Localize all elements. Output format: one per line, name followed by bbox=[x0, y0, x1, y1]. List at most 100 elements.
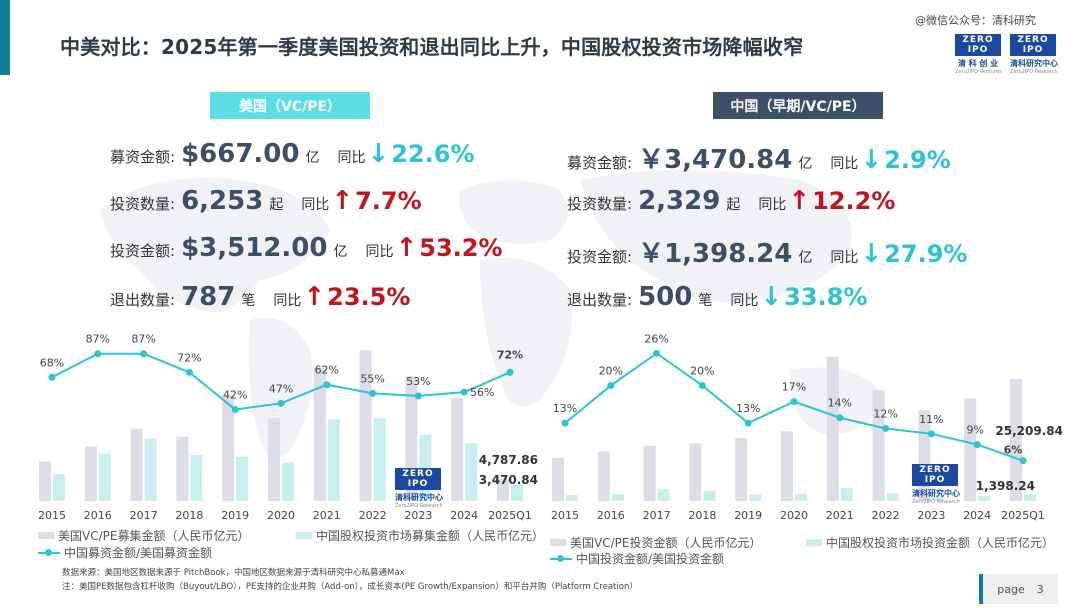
kpi-yoy-label: 同比 bbox=[273, 293, 302, 309]
kpi-label: 募资金额: bbox=[110, 148, 176, 166]
x-tick-label: 2017 bbox=[130, 509, 158, 522]
ratio-point bbox=[414, 392, 422, 400]
ratio-point bbox=[561, 419, 569, 427]
kpi-label: 退出数量: bbox=[110, 291, 176, 309]
bar-cn bbox=[465, 443, 478, 501]
bar-us bbox=[497, 478, 509, 501]
arrow-up-icon: ↑ bbox=[788, 186, 811, 216]
page-number: 3 bbox=[1036, 582, 1044, 596]
kpi-label: 募资金额: bbox=[567, 154, 633, 172]
bar-us bbox=[130, 429, 143, 501]
ratio-point bbox=[185, 368, 193, 376]
kpi-yoy-label: 同比 bbox=[730, 293, 759, 309]
ratio-label: 55% bbox=[360, 372, 384, 385]
bar-value-label: 25,209.84 bbox=[995, 424, 1063, 438]
bar-us bbox=[176, 436, 189, 501]
accent-bar bbox=[0, 0, 10, 75]
logo-cn-text: 清科研究中心 bbox=[1010, 59, 1058, 68]
ratio-label: 20% bbox=[599, 365, 623, 378]
cn-investment-chart: 2015 2016 2017 2018 2019 2020 2021 2022 2023 2024… bbox=[543, 320, 1063, 550]
bar-us bbox=[84, 446, 97, 501]
legend-label: 中国股权投资市场投资金额（人民币亿元） bbox=[826, 536, 1055, 550]
bar-us bbox=[451, 397, 464, 501]
ratio-point bbox=[48, 373, 56, 381]
x-tick-label: 2022 bbox=[359, 509, 387, 522]
x-tick-label: 2023 bbox=[917, 509, 945, 522]
ratio-point bbox=[698, 382, 706, 390]
cn-kpi-exit-count: 退出数量: 500 笔 同比 ↓ 33.8% bbox=[567, 282, 867, 312]
kpi-change: 23.5% bbox=[327, 283, 411, 311]
ratio-point bbox=[790, 398, 798, 406]
kpi-unit: 起 bbox=[726, 197, 741, 213]
ratio-point bbox=[140, 350, 148, 358]
legend-label: 中国募资金额/美国募资金额 bbox=[64, 546, 213, 560]
watermark-text: @微信公众号：清科研究 bbox=[915, 14, 1036, 27]
page-title: 中美对比：2025年第一季度美国投资和退出同比上升，中国股权投资市场降幅收窄 bbox=[60, 35, 804, 59]
kpi-change: 22.6% bbox=[391, 140, 475, 168]
bar-value-label: 3,470.84 bbox=[479, 473, 538, 487]
ratio-label: 6% bbox=[1004, 444, 1023, 457]
investment-comparison-chart-svg: 2015 2016 2017 2018 2019 2020 2021 2022 2023 2024… bbox=[551, 332, 1063, 522]
kpi-unit: 起 bbox=[269, 197, 284, 213]
arrow-down-icon: ↓ bbox=[760, 282, 783, 312]
legend-swatch-cyan bbox=[296, 532, 312, 539]
us-region-tag: 美国（VC/PE） bbox=[210, 92, 370, 119]
kpi-label: 投资金额: bbox=[110, 242, 176, 260]
x-tick-label: 2015 bbox=[551, 509, 579, 522]
arrow-down-icon: ↓ bbox=[860, 145, 883, 175]
kpi-change: 27.9% bbox=[884, 240, 968, 268]
cn-kpi-investment-amount: 投资金额: ￥1,398.24 亿 同比 ↓ 27.9% bbox=[567, 233, 967, 270]
data-source-note: 数据来源：美国地区数据来源于 PitchBook，中国地区数据来源于清科研究中心… bbox=[62, 568, 405, 578]
ratio-point bbox=[369, 389, 377, 397]
legend-item: 中国投资金额/美国投资金额 bbox=[550, 550, 724, 567]
bar-value-label: 4,787.86 bbox=[479, 453, 538, 467]
ratio-point bbox=[836, 414, 844, 422]
x-tick-label: 2017 bbox=[643, 509, 671, 522]
bar-cn bbox=[190, 454, 203, 501]
logo-en-text: Zero2IPO Research bbox=[1010, 69, 1058, 75]
kpi-change: 2.9% bbox=[884, 146, 951, 174]
ratio-point bbox=[323, 381, 331, 389]
kpi-change: 33.8% bbox=[784, 283, 868, 311]
x-tick-label: 2020 bbox=[780, 509, 808, 522]
kpi-value: 2,329 bbox=[638, 186, 721, 216]
x-tick-label: 2018 bbox=[175, 509, 203, 522]
x-tick-label: 2016 bbox=[597, 509, 625, 522]
bar-cn bbox=[511, 484, 523, 501]
bar-cn bbox=[611, 494, 624, 501]
bar-cn bbox=[144, 438, 157, 501]
kpi-label: 投资数量: bbox=[567, 195, 633, 213]
ratio-line bbox=[564, 352, 1024, 462]
chart-logo-right: ZERO IPO 清科研究中心 Zero2IPO Research bbox=[912, 464, 960, 505]
kpi-yoy-label: 同比 bbox=[337, 150, 366, 166]
us-kpi-investment-amount: 投资金额: $3,512.00 亿 同比 ↑ 53.2% bbox=[110, 233, 503, 263]
x-tick-label: 2019 bbox=[734, 509, 762, 522]
cn-region-tag: 中国（早期/VC/PE） bbox=[713, 92, 883, 119]
ratio-point bbox=[460, 388, 468, 396]
logo-box-text: ZERO IPO bbox=[395, 468, 441, 490]
legend-line-marker bbox=[38, 548, 60, 557]
x-tick-label: 2021 bbox=[826, 509, 854, 522]
cn-kpi-deal-count: 投资数量: 2,329 起 同比 ↑ 12.2% bbox=[567, 186, 895, 216]
ratio-label: 72% bbox=[497, 348, 523, 361]
bar-cn bbox=[795, 493, 807, 501]
bar-us bbox=[735, 438, 748, 501]
legend-swatch-gray bbox=[38, 532, 54, 539]
remark-note: 注：美国PE数据包含杠杆收购（Buyout/LBO），PE支持的企业并购（Add… bbox=[62, 582, 638, 592]
kpi-change: 7.7% bbox=[355, 187, 422, 215]
kpi-yoy-label: 同比 bbox=[365, 244, 394, 260]
logo-en-text: Zero2IPO Research bbox=[395, 503, 443, 509]
x-tick-label: 2023 bbox=[404, 509, 432, 522]
ratio-label: 9% bbox=[966, 424, 983, 437]
bar-cn bbox=[282, 462, 294, 501]
logo-box-text: ZERO IPO bbox=[912, 464, 958, 486]
legend-label: 中国股权投资市场募集金额（人民币亿元） bbox=[316, 529, 545, 543]
bar-us bbox=[826, 356, 839, 501]
logo-cn-text: 清科研究中心 bbox=[912, 489, 960, 498]
logo-box-text: ZERO IPO bbox=[955, 34, 1001, 56]
bar-cn bbox=[657, 489, 670, 501]
ratio-label: 87% bbox=[131, 333, 155, 346]
arrow-down-icon: ↓ bbox=[860, 239, 883, 269]
arrow-up-icon: ↑ bbox=[303, 282, 326, 312]
ratio-point bbox=[1019, 457, 1027, 465]
